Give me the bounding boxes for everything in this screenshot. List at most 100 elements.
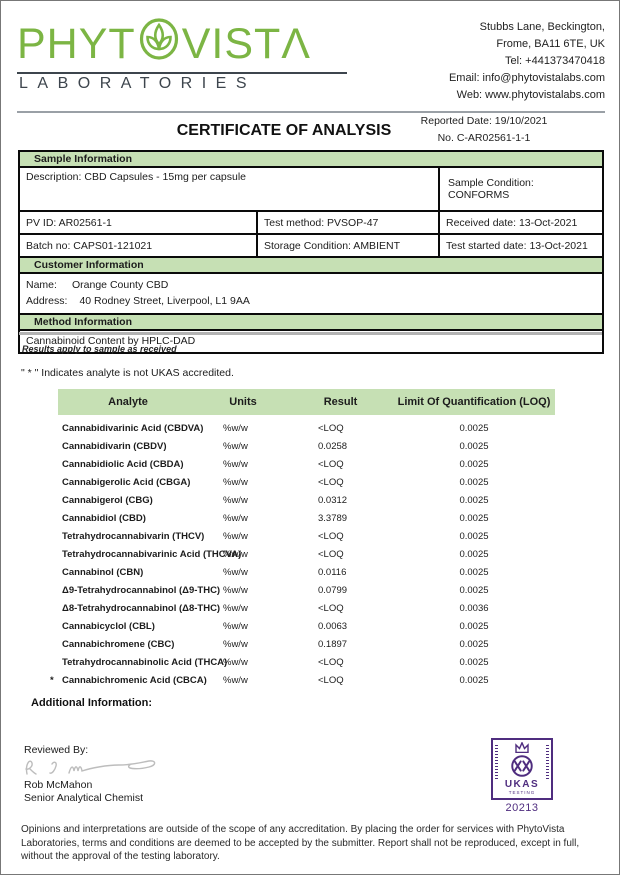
row-units: %w/w: [223, 494, 248, 506]
row-result: <LOQ: [318, 656, 344, 668]
test-method: Test method: PVSOP-47: [256, 212, 438, 233]
customer-details: Name: Orange County CBD Address: 40 Rodn…: [20, 274, 602, 315]
row-loq: 0.0025: [459, 674, 489, 686]
ukas-figures-icon: [511, 755, 533, 777]
method-description: Cannabinoid Content by HPLC-DAD: [26, 335, 196, 347]
sample-row-1: PV ID: AR02561-1 Test method: PVSOP-47 R…: [20, 212, 602, 235]
row-loq: 0.0025: [459, 422, 489, 434]
ukas-accreditation-mark: UKAS TESTING 20213: [490, 738, 554, 814]
row-analyte: Cannabidivarinic Acid (CBDVA): [62, 422, 204, 434]
pv-id: PV ID: AR02561-1: [26, 216, 112, 229]
row-analyte: Cannabicyclol (CBL): [62, 620, 155, 632]
row-analyte: Cannabichromene (CBC): [62, 638, 175, 650]
results-table: Analyte Units Result Limit Of Quantifica…: [50, 389, 555, 689]
row-units: %w/w: [223, 512, 248, 524]
row-result: 0.0799: [318, 584, 348, 596]
reviewer-title: Senior Analytical Chemist: [24, 792, 144, 804]
table-row: Cannabidivarinic Acid (CBDVA) %w/w <LOQ …: [58, 419, 555, 437]
customer-address-line: Address: 40 Rodney Street, Liverpool, L1…: [26, 293, 596, 309]
row-units: %w/w: [223, 674, 248, 686]
header-divider: [17, 111, 605, 113]
logo-brand: PHYT VISTΛ: [17, 17, 349, 70]
row-loq: 0.0025: [459, 512, 489, 524]
row-result: 0.0258: [318, 440, 348, 452]
customer-information-header: Customer Information: [20, 258, 602, 274]
table-row: Cannabinol (CBN) %w/w 0.0116 0.0025: [58, 563, 555, 581]
row-analyte: Cannabigerol (CBG): [62, 494, 153, 506]
row-analyte: Tetrahydrocannabivarin (THCV): [62, 530, 205, 542]
column-header-units: Units: [229, 396, 257, 408]
row-loq: 0.0025: [459, 494, 489, 506]
row-result: <LOQ: [318, 530, 344, 542]
table-row: Tetrahydrocannabivarinic Acid (THCVA) %w…: [58, 545, 555, 563]
row-result: 0.0063: [318, 620, 348, 632]
row-analyte: Cannabidiol (CBD): [62, 512, 146, 524]
table-row: Cannabigerol (CBG) %w/w 0.0312 0.0025: [58, 491, 555, 509]
table-row: Tetrahydrocannabinolic Acid (THCA) %w/w …: [58, 653, 555, 671]
row-units: %w/w: [223, 458, 248, 470]
customer-address-label: Address:: [26, 295, 68, 307]
table-row: Cannabidivarin (CBDV) %w/w 0.0258 0.0025: [58, 437, 555, 455]
row-analyte: Cannabidivarin (CBDV): [62, 440, 167, 452]
table-row: Cannabidiol (CBD) %w/w 3.3789 0.0025: [58, 509, 555, 527]
results-table-header: Analyte Units Result Limit Of Quantifica…: [58, 389, 555, 415]
footer-disclaimer: Opinions and interpretations are outside…: [21, 824, 580, 862]
logo-brand-part1: PHYT: [17, 19, 136, 68]
row-analyte: Tetrahydrocannabivarinic Acid (THCVA): [62, 548, 242, 560]
report-meta: Reported Date: 19/10/2021 No. C-AR02561-…: [404, 113, 564, 147]
section-divider: [19, 332, 602, 335]
reviewed-by-label: Reviewed By:: [24, 744, 89, 756]
ukas-testing-label: TESTING: [508, 790, 536, 795]
certificate-number: No. C-AR02561-1-1: [437, 132, 531, 144]
row-loq: 0.0025: [459, 440, 489, 452]
row-result: 3.3789: [318, 512, 348, 524]
row-result: 0.1897: [318, 638, 348, 650]
results-table-body: Cannabidivarinic Acid (CBDVA) %w/w <LOQ …: [50, 419, 555, 689]
customer-address-value: 40 Rodney Street, Liverpool, L1 9AA: [79, 295, 250, 307]
row-asterisk: *: [50, 674, 54, 686]
logo-brand-part2: VISTΛ: [181, 19, 311, 68]
ukas-word: UKAS: [504, 779, 540, 790]
row-analyte: Tetrahydrocannabinolic Acid (THCA): [62, 656, 228, 668]
row-units: %w/w: [223, 548, 248, 560]
ukas-ruler-ticks-right: [546, 745, 549, 779]
row-loq: 0.0025: [459, 566, 489, 578]
row-units: %w/w: [223, 476, 248, 488]
accreditation-note: " * " Indicates analyte is not UKAS accr…: [21, 367, 234, 379]
test-started-date: Test started date: 13-Oct-2021: [438, 235, 602, 256]
contact-address-line2: Frome, BA11 6TE, UK: [496, 38, 605, 50]
row-analyte: Cannabigerolic Acid (CBGA): [62, 476, 191, 488]
row-result: 0.0312: [318, 494, 348, 506]
ukas-number: 20213: [505, 802, 539, 814]
sample-row-2: Batch no: CAPS01-121021 Storage Conditio…: [20, 235, 602, 258]
column-header-loq: Limit Of Quantification (LOQ): [397, 396, 551, 408]
additional-information-label: Additional Information:: [31, 697, 152, 709]
row-loq: 0.0025: [459, 476, 489, 488]
sample-information-header: Sample Information: [20, 152, 602, 168]
storage-condition: Storage Condition: AMBIENT: [256, 235, 438, 256]
row-result: <LOQ: [318, 476, 344, 488]
table-row: Δ9-Tetrahydrocannabinol (Δ9-THC) %w/w 0.…: [58, 581, 555, 599]
row-loq: 0.0025: [459, 656, 489, 668]
row-loq: 0.0036: [459, 602, 489, 614]
table-row: Cannabidiolic Acid (CBDA) %w/w <LOQ 0.00…: [58, 455, 555, 473]
row-result: <LOQ: [318, 674, 344, 686]
row-result: 0.0116: [318, 566, 347, 578]
row-units: %w/w: [223, 638, 248, 650]
row-units: %w/w: [223, 584, 248, 596]
row-units: %w/w: [223, 530, 248, 542]
received-date: Received date: 13-Oct-2021: [438, 212, 602, 233]
table-row: Cannabicyclol (CBL) %w/w 0.0063 0.0025: [58, 617, 555, 635]
row-units: %w/w: [223, 422, 248, 434]
row-result: <LOQ: [318, 458, 344, 470]
row-loq: 0.0025: [459, 530, 489, 542]
table-row: Tetrahydrocannabivarin (THCV) %w/w <LOQ …: [58, 527, 555, 545]
table-row: Cannabichromene (CBC) %w/w 0.1897 0.0025: [58, 635, 555, 653]
leaf-in-circle-icon: [138, 17, 180, 70]
row-result: <LOQ: [318, 422, 344, 434]
ukas-box: UKAS TESTING: [491, 738, 553, 800]
info-table: Sample Information Description: CBD Caps…: [18, 150, 604, 354]
phytovista-logo: PHYT VISTΛ LABORATORIES: [17, 17, 349, 93]
row-units: %w/w: [223, 440, 248, 452]
